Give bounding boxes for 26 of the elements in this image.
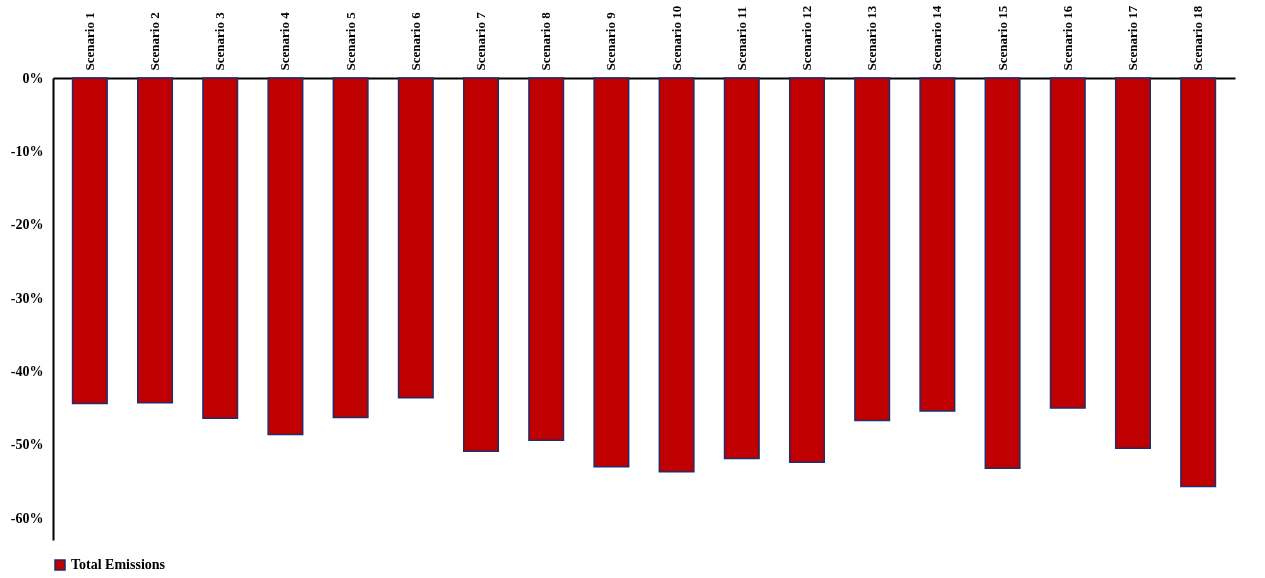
x-tick-label: Scenario 3	[212, 11, 228, 71]
x-tick-label: Scenario 13	[864, 5, 880, 71]
x-tick-label: Scenario 15	[994, 5, 1010, 71]
x-tick-label: Scenario 16	[1059, 5, 1075, 71]
x-tick-label: Scenario 10	[668, 5, 684, 71]
y-tick-label: -30%	[10, 290, 44, 306]
x-tick-label: Scenario 6	[407, 11, 423, 71]
x-tick-label: Scenario 5	[342, 11, 358, 71]
x-tick-label: Scenario 14	[929, 5, 945, 71]
y-tick-label: -60%	[10, 510, 44, 526]
x-tick-label: Scenario 17	[1124, 5, 1140, 71]
x-tick-label: Scenario 18	[1190, 5, 1206, 71]
x-tick-label: Scenario 12	[798, 5, 814, 71]
x-tick-label: Scenario 1	[81, 12, 97, 71]
x-tick-label: Scenario 11	[733, 6, 749, 71]
y-tick-label: -40%	[10, 363, 44, 379]
legend-label: Total Emissions	[71, 557, 166, 572]
y-tick-label: -20%	[10, 217, 44, 233]
y-tick-label: -10%	[10, 143, 44, 159]
y-tick-label: -50%	[10, 437, 44, 453]
x-tick-label: Scenario 9	[603, 11, 619, 71]
x-tick-label: Scenario 7	[473, 11, 489, 71]
y-tick-label: 0%	[22, 70, 44, 86]
x-tick-label: Scenario 4	[277, 11, 293, 71]
x-tick-label: Scenario 2	[147, 12, 163, 71]
x-tick-label: Scenario 8	[538, 11, 554, 71]
